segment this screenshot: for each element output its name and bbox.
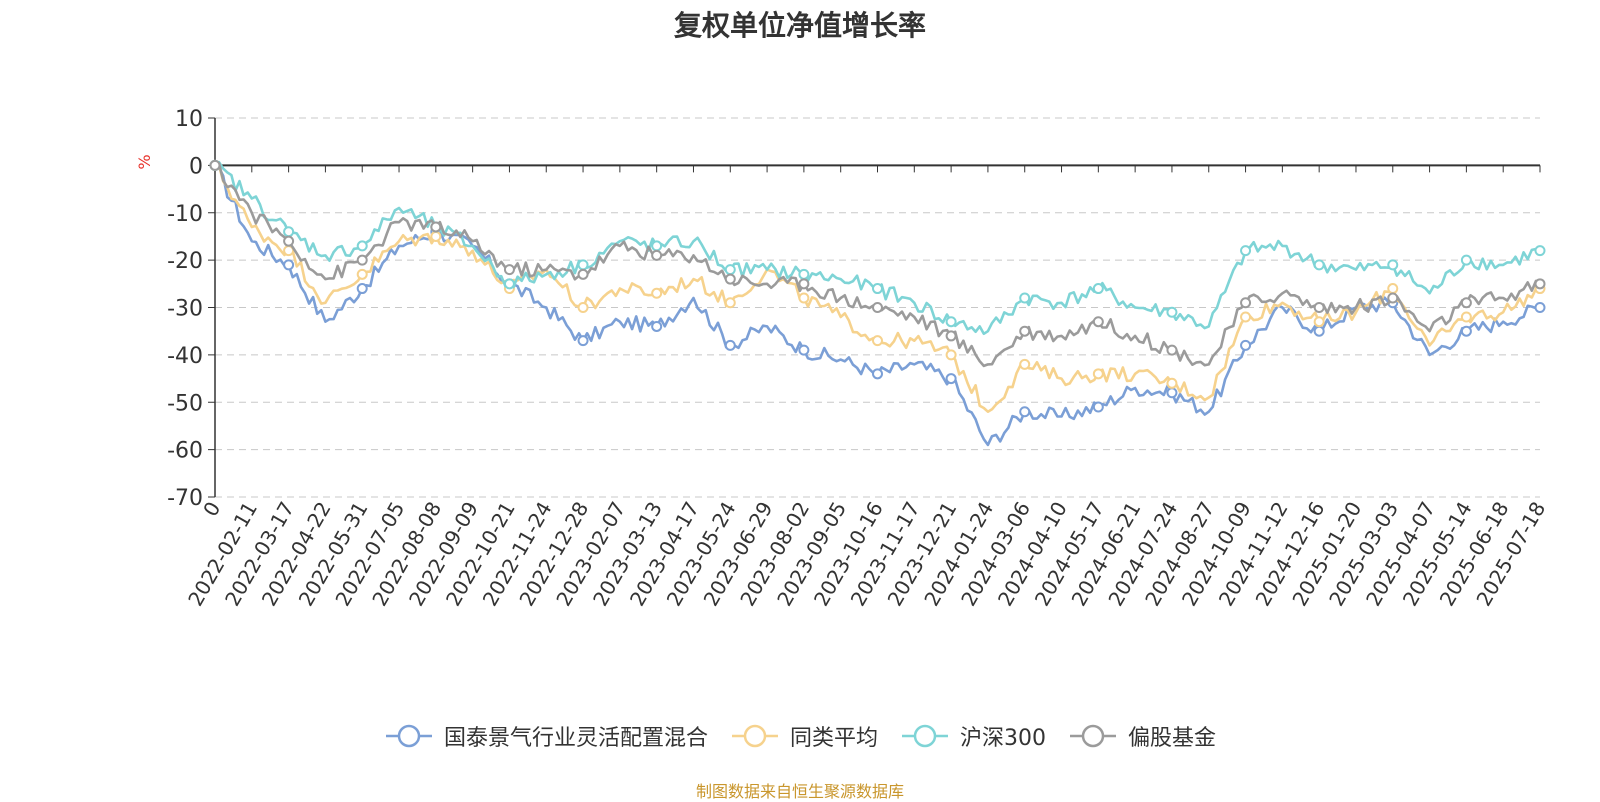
data-point [430,221,442,233]
data-point [651,249,663,261]
data-point [1019,358,1031,370]
data-point [651,320,663,332]
data-point [1019,292,1031,304]
legend-label: 同类平均 [789,726,878,751]
data-point [872,335,883,347]
data-point [577,259,589,271]
chart-title: 复权单位净值增长率 [673,9,926,42]
axis-layer: 100-10-20-30-40-50-60-7002022-02-112022-… [167,107,1550,610]
data-point [356,268,368,280]
data-point [798,292,810,304]
data-point [503,278,515,290]
y-axis-unit: % [135,154,154,169]
data-point [872,302,883,313]
legend-item[interactable]: 沪深300 [900,720,1046,752]
data-point [356,283,368,295]
y-tick-label: -40 [167,344,203,369]
grid-layer [215,117,1540,498]
data-point [209,159,221,171]
legend: 国泰景气行业灵活配置混合 同类平均 沪深300 偏股基金 [0,720,1600,752]
data-point [724,264,736,276]
data-point [1313,259,1325,271]
data-point [945,373,957,385]
data-point [1460,297,1472,309]
data-point [872,283,883,295]
data-point [430,230,442,242]
source-note: 制图数据来自恒生聚源数据库 [695,782,904,801]
data-point [1460,254,1472,266]
legend-marker-icon [731,724,778,748]
legend-marker-icon [902,724,948,748]
data-point [1092,368,1104,380]
data-point [1387,283,1399,295]
data-point [356,240,368,252]
data-point [577,302,589,313]
data-point [1092,401,1104,413]
data-point [577,335,589,347]
data-point [1092,316,1104,328]
y-tick-label: 10 [175,107,203,132]
legend-label: 国泰景气行业灵活配置混合 [443,726,708,751]
legend-item[interactable]: 国泰景气行业灵活配置混合 [384,720,708,752]
data-point [1240,339,1252,351]
legend-label: 偏股基金 [1128,726,1217,751]
legend-label: 沪深300 [960,726,1046,751]
data-point [798,268,810,280]
data-point [1534,245,1546,257]
data-point [724,339,736,351]
data-point [1240,297,1252,309]
y-tick-label: -20 [167,249,203,274]
y-tick-label: -50 [167,391,203,416]
data-point [1166,387,1178,399]
data-point [1313,316,1325,328]
data-point [1460,325,1472,337]
data-point [798,344,810,356]
y-tick-label: -70 [167,486,203,511]
data-point [1092,283,1104,295]
x-tick-label: 0 [198,498,225,521]
legend-marker-icon [385,724,432,748]
data-point [945,349,957,361]
data-point [945,330,957,342]
data-point [651,287,663,299]
legend-item[interactable]: 偏股基金 [1068,720,1216,752]
data-point [283,226,295,238]
data-point [283,235,295,247]
data-point [1460,311,1472,323]
legend-marker-icon [1070,724,1116,748]
data-point [356,254,368,266]
data-point [1240,311,1252,323]
y-tick-label: -60 [167,439,203,464]
data-point [1166,377,1178,389]
data-point [798,278,810,290]
legend-item[interactable]: 同类平均 [730,720,878,752]
data-point [1534,278,1546,290]
y-tick-label: -30 [167,297,203,322]
data-point [1313,325,1325,337]
data-point [283,259,295,271]
data-point [1166,306,1178,318]
y-tick-label: -10 [167,202,203,227]
series-layer [209,159,1546,447]
data-point [577,268,589,280]
data-point [945,316,957,328]
data-point [1313,302,1325,313]
data-point [1534,302,1546,313]
data-point [1166,344,1178,356]
data-point [724,297,736,309]
y-tick-label: 0 [189,154,203,179]
data-point [724,273,736,285]
data-point [1019,406,1031,418]
data-point [1387,292,1399,304]
data-point [651,240,663,252]
data-point [1387,259,1399,271]
data-point [1019,325,1031,337]
data-point [872,368,883,380]
data-point [1240,245,1252,257]
data-point [503,264,515,276]
